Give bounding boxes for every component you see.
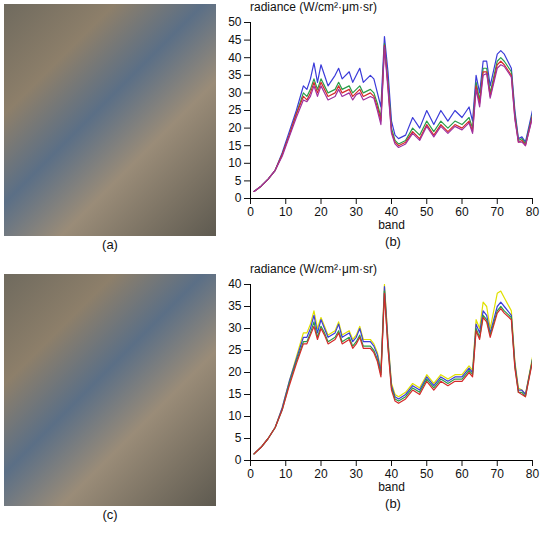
svg-text:40: 40 <box>228 51 242 65</box>
svg-text:40: 40 <box>384 467 399 481</box>
html-text:(b): (b) <box>385 234 401 249</box>
svg-text:50: 50 <box>420 205 434 219</box>
svg-text:80: 80 <box>526 205 540 219</box>
svg-text:40: 40 <box>228 277 242 291</box>
svg-text:25: 25 <box>228 103 242 117</box>
svg-text:10: 10 <box>228 156 242 170</box>
svg-text:45: 45 <box>228 33 242 47</box>
html-text:(c): (c) <box>102 507 118 522</box>
svg-text:30: 30 <box>228 321 242 335</box>
svg-text:10: 10 <box>228 409 242 423</box>
svg-text:band: band <box>378 218 405 232</box>
svg-text:0: 0 <box>235 191 242 205</box>
svg-text:15: 15 <box>228 387 242 401</box>
svg-text:35: 35 <box>228 299 242 313</box>
svg-text:5: 5 <box>235 431 242 445</box>
html-text:(b): (b) <box>385 496 401 511</box>
svg-text:60: 60 <box>455 467 469 481</box>
svg-text:50: 50 <box>420 467 434 481</box>
svg-text:5: 5 <box>235 174 242 188</box>
svg-text:30: 30 <box>350 205 364 219</box>
svg-text:80: 80 <box>526 467 540 481</box>
svg-text:band: band <box>378 480 405 494</box>
html-text:radiance (W/cm²·μm·sr): radiance (W/cm²·μm·sr) <box>250 0 377 14</box>
svg-text:70: 70 <box>491 205 505 219</box>
svg-text:0: 0 <box>247 467 254 481</box>
svg-text:40: 40 <box>384 205 399 219</box>
svg-text:10: 10 <box>279 467 293 481</box>
svg-text:25: 25 <box>228 343 242 357</box>
html-text:radiance (W/cm²·μm·sr): radiance (W/cm²·μm·sr) <box>250 262 377 276</box>
svg-text:50: 50 <box>228 15 242 29</box>
svg-text:10: 10 <box>279 205 293 219</box>
html-text:(a): (a) <box>102 237 118 252</box>
svg-text:20: 20 <box>228 365 242 379</box>
svg-text:70: 70 <box>491 467 505 481</box>
svg-text:35: 35 <box>228 68 242 82</box>
svg-text:20: 20 <box>228 121 242 135</box>
svg-text:20: 20 <box>314 205 328 219</box>
svg-text:30: 30 <box>350 467 364 481</box>
svg-text:15: 15 <box>228 139 242 153</box>
svg-text:0: 0 <box>247 205 254 219</box>
svg-text:0: 0 <box>235 453 242 467</box>
svg-text:20: 20 <box>314 467 328 481</box>
svg-text:60: 60 <box>455 205 469 219</box>
svg-text:30: 30 <box>228 86 242 100</box>
